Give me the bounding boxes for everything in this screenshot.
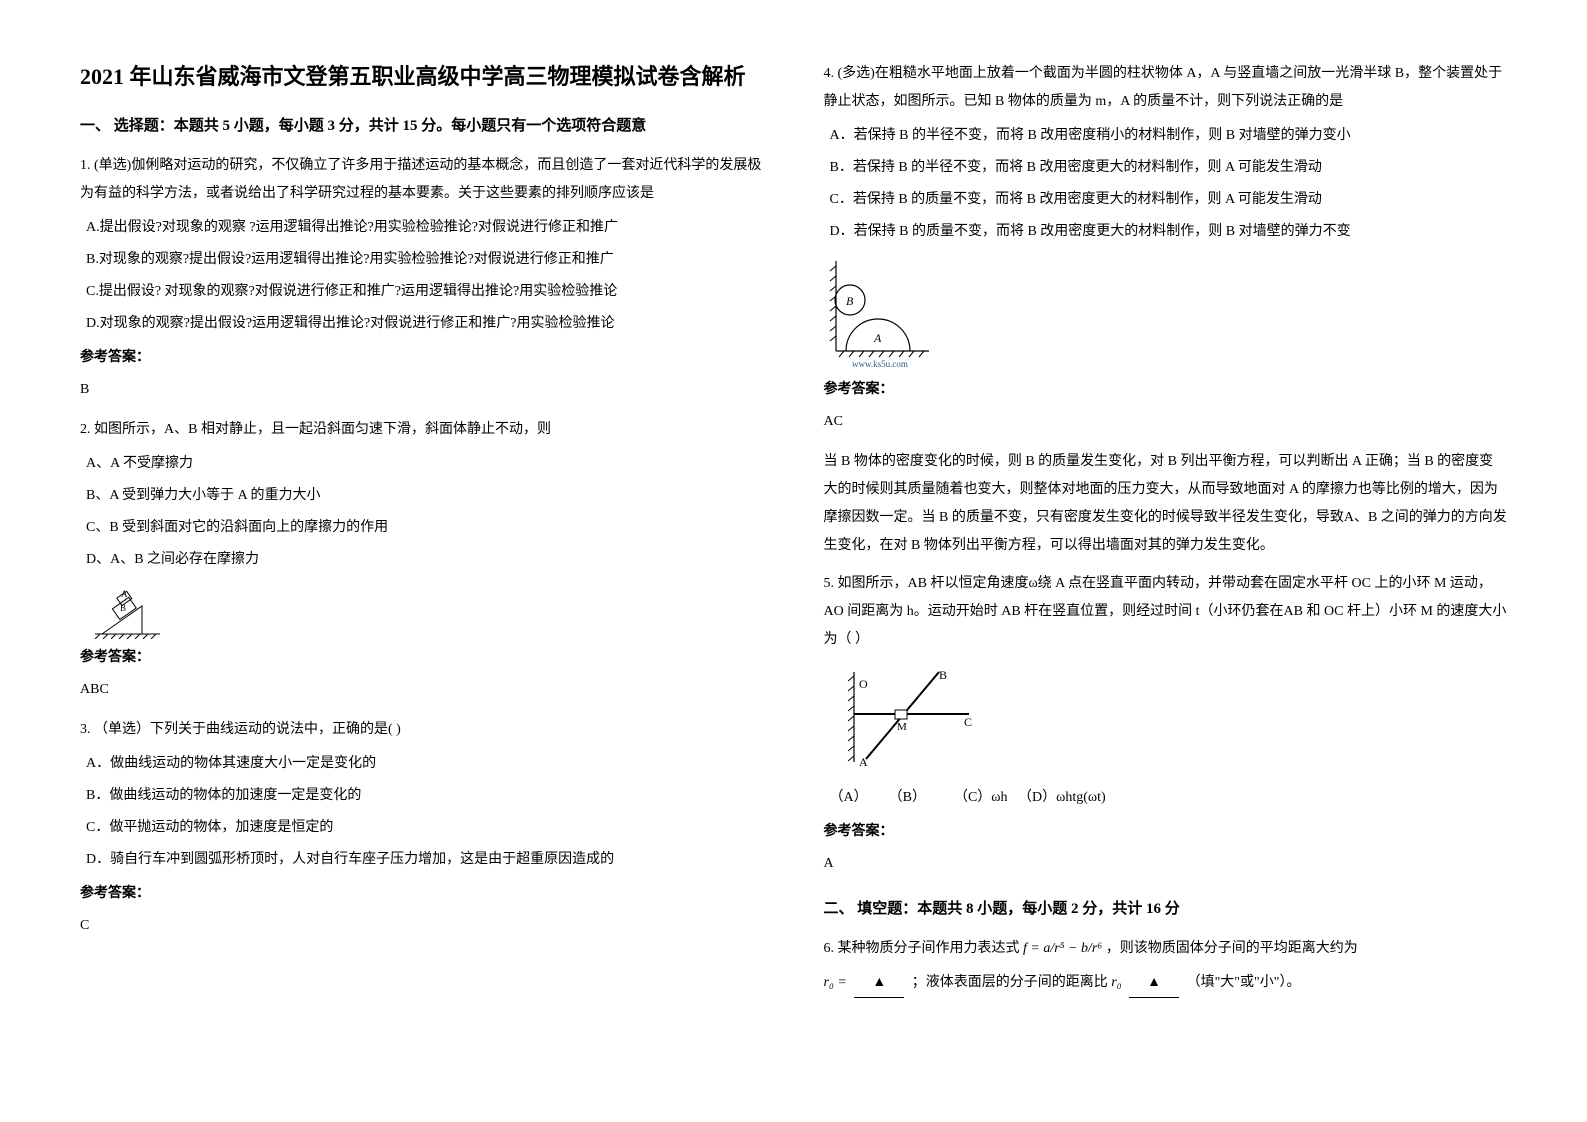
q4-answer-label: 参考答案： <box>824 376 1508 404</box>
q3-stem: 3. （单选）下列关于曲线运动的说法中，正确的是( ) <box>80 716 764 744</box>
q3-option-b: B．做曲线运动的物体的加速度一定是变化的 <box>86 782 764 810</box>
q1-option-a: A.提出假设?对现象的观察 ?运用逻辑得出推论?用实验检验推论?对假说进行修正和… <box>86 214 764 242</box>
q6-line1: 6. 某种物质分子间作用力表达式 f = a/r⁵ − b/r⁶ ，则该物质固体… <box>824 935 1508 963</box>
q4-diagram: B A www.ks5u.com <box>824 256 934 366</box>
q2-option-c: C、B 受到斜面对它的沿斜面向上的摩擦力的作用 <box>86 514 764 542</box>
q2-answer-label: 参考答案： <box>80 644 764 672</box>
q5-diagram: O A B C M <box>844 664 984 774</box>
q4-option-b: B．若保持 B 的半径不变，而将 B 改用密度更大的材料制作，则 A 可能发生滑… <box>830 154 1508 182</box>
q6-blank2: ▲ <box>1129 969 1179 998</box>
q2-label-b: B <box>120 603 126 613</box>
q6-formula: f = a/r⁵ − b/r⁶ <box>1023 941 1102 956</box>
q5-label-m: M <box>897 721 907 733</box>
q2-option-d: D、A、B 之间必存在摩擦力 <box>86 546 764 574</box>
q4-option-c: C．若保持 B 的质量不变，而将 B 改用密度更大的材料制作，则 A 可能发生滑… <box>830 186 1508 214</box>
q5-answer-label: 参考答案： <box>824 818 1508 846</box>
q3-option-c: C．做平抛运动的物体，加速度是恒定的 <box>86 814 764 842</box>
q5-label-b: B <box>939 668 947 682</box>
q5-option-c: （C）ωh <box>954 790 1008 805</box>
triangle-marker-1: ▲ <box>872 975 886 990</box>
q5-option-a: （A） <box>830 790 868 805</box>
q2-diagram-svg: A B <box>90 584 170 639</box>
q1-stem: 1. (单选)伽俐略对运动的研究，不仅确立了许多用于描述运动的基本概念，而且创造… <box>80 152 764 208</box>
question-2: 2. 如图所示，A、B 相对静止，且一起沿斜面匀速下滑，斜面体静止不动，则 A、… <box>80 416 764 704</box>
q5-options-row: （A） （B） （C）ωh （D）ωhtg(ωt) <box>830 784 1508 812</box>
q3-answer-label: 参考答案： <box>80 880 764 908</box>
q1-answer: B <box>80 376 764 404</box>
q4-watermark: www.ks5u.com <box>852 359 908 369</box>
exam-title: 2021 年山东省威海市文登第五职业高级中学高三物理模拟试卷含解析 <box>80 60 764 93</box>
q2-label-a: A <box>121 589 128 599</box>
q6-stem-p4: （填"大"或"小"）。 <box>1187 975 1301 990</box>
q6-stem-p2: ，则该物质固体分子间的平均距离大约为 <box>1106 941 1358 956</box>
q6-line2: r₀ = ▲ ；液体表面层的分子间的距离比 r₀ ▲ （填"大"或"小"）。 <box>824 969 1508 998</box>
q4-diagram-svg: B A www.ks5u.com <box>824 256 944 371</box>
q3-option-d: D．骑自行车冲到圆弧形桥顶时，人对自行车座子压力增加，这是由于超重原因造成的 <box>86 846 764 874</box>
q1-option-d: D.对现象的观察?提出假设?运用逻辑得出推论?对假说进行修正和推广?用实验检验推… <box>86 310 764 338</box>
left-column: 2021 年山东省威海市文登第五职业高级中学高三物理模拟试卷含解析 一、 选择题… <box>50 60 794 1062</box>
q5-option-d: （D）ωhtg(ωt) <box>1018 790 1106 805</box>
question-5: 5. 如图所示，AB 杆以恒定角速度ω绕 A 点在竖直平面内转动，并带动套在固定… <box>824 570 1508 878</box>
q6-r0-2: r₀ <box>1111 975 1121 990</box>
q5-stem: 5. 如图所示，AB 杆以恒定角速度ω绕 A 点在竖直平面内转动，并带动套在固定… <box>824 570 1508 654</box>
q5-label-a: A <box>859 755 868 769</box>
q4-explanation: 当 B 物体的密度变化的时候，则 B 的质量发生变化，对 B 列出平衡方程，可以… <box>824 448 1508 560</box>
q5-answer: A <box>824 850 1508 878</box>
q2-answer: ABC <box>80 676 764 704</box>
question-3: 3. （单选）下列关于曲线运动的说法中，正确的是( ) A．做曲线运动的物体其速… <box>80 716 764 940</box>
q4-answer: AC <box>824 408 1508 436</box>
section2-header: 二、 填空题：本题共 8 小题，每小题 2 分，共计 16 分 <box>824 896 1508 923</box>
q4-option-a: A．若保持 B 的半径不变，而将 B 改用密度稍小的材料制作，则 B 对墙壁的弹… <box>830 122 1508 150</box>
q1-answer-label: 参考答案： <box>80 344 764 372</box>
q4-label-b: B <box>846 294 854 308</box>
right-column: 4. (多选)在粗糙水平地面上放着一个截面为半圆的柱状物体 A，A 与竖直墙之间… <box>794 60 1538 1062</box>
q2-option-b: B、A 受到弹力大小等于 A 的重力大小 <box>86 482 764 510</box>
q2-option-a: A、A 不受摩擦力 <box>86 450 764 478</box>
section1-header: 一、 选择题：本题共 5 小题，每小题 3 分，共计 15 分。每小题只有一个选… <box>80 113 764 140</box>
question-1: 1. (单选)伽俐略对运动的研究，不仅确立了许多用于描述运动的基本概念，而且创造… <box>80 152 764 404</box>
q3-option-a: A．做曲线运动的物体其速度大小一定是变化的 <box>86 750 764 778</box>
q5-label-c: C <box>964 715 972 729</box>
q5-label-o: O <box>859 677 868 691</box>
q4-stem: 4. (多选)在粗糙水平地面上放着一个截面为半圆的柱状物体 A，A 与竖直墙之间… <box>824 60 1508 116</box>
q5-option-b: （B） <box>889 790 926 805</box>
q4-label-a: A <box>873 331 882 345</box>
q6-blank1: ▲ <box>854 969 904 998</box>
q1-option-b: B.对现象的观察?提出假设?运用逻辑得出推论?用实验检验推论?对假说进行修正和推… <box>86 246 764 274</box>
q2-diagram: A B <box>90 584 160 634</box>
q6-r0: r₀ = <box>824 975 847 990</box>
q6-stem-p1: 6. 某种物质分子间作用力表达式 <box>824 941 1020 956</box>
q5-diagram-svg: O A B C M <box>844 664 994 774</box>
q2-stem: 2. 如图所示，A、B 相对静止，且一起沿斜面匀速下滑，斜面体静止不动，则 <box>80 416 764 444</box>
q6-stem-p3: ；液体表面层的分子间的距离比 <box>912 975 1108 990</box>
q3-answer: C <box>80 912 764 940</box>
triangle-marker-2: ▲ <box>1147 975 1161 990</box>
q1-option-c: C.提出假设? 对现象的观察?对假说进行修正和推广?运用逻辑得出推论?用实验检验… <box>86 278 764 306</box>
question-4: 4. (多选)在粗糙水平地面上放着一个截面为半圆的柱状物体 A，A 与竖直墙之间… <box>824 60 1508 560</box>
q4-option-d: D．若保持 B 的质量不变，而将 B 改用密度更大的材料制作，则 B 对墙壁的弹… <box>830 218 1508 246</box>
question-6: 6. 某种物质分子间作用力表达式 f = a/r⁵ − b/r⁶ ，则该物质固体… <box>824 935 1508 998</box>
